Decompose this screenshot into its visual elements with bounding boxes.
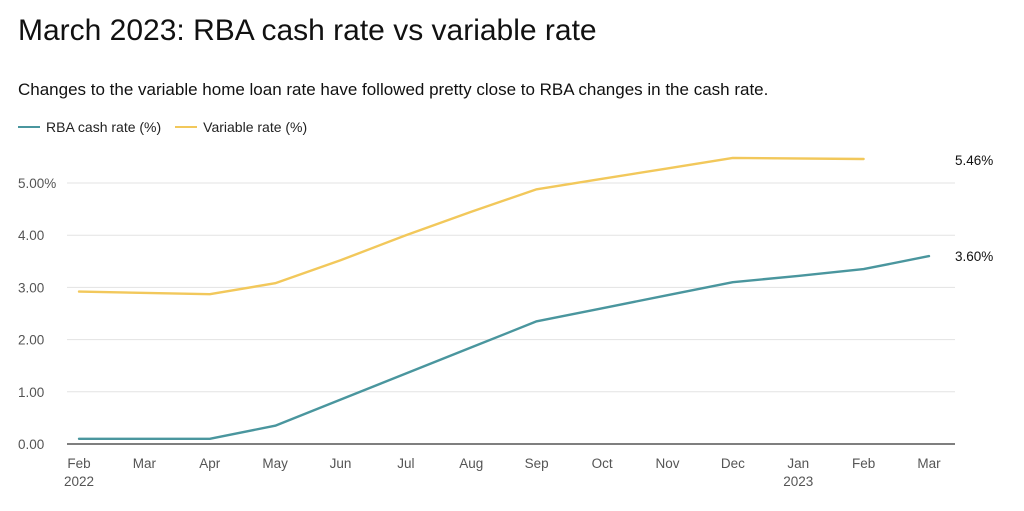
legend-label-variable-rate: Variable rate (%) [203, 119, 308, 135]
x-tick-label: Dec [721, 456, 745, 471]
end-label-cash-rate: 3.60% [955, 249, 993, 264]
y-tick-label: 0.00 [18, 437, 44, 452]
x-tick-label: Aug [459, 456, 483, 471]
x-tick-label: Mar [133, 456, 157, 471]
x-axis-ticks: Feb 2022 Mar Apr May Jun Jul Aug Sep Oct Nov Dec Jan… [64, 456, 941, 489]
x-tick-label: Apr [199, 456, 221, 471]
series-lines [77, 156, 931, 440]
legend-item-cash-rate[interactable]: RBA cash rate (%) [18, 119, 161, 135]
end-labels: 3.60% 5.46% [955, 153, 993, 264]
x-tick-year-label: 2022 [64, 474, 94, 489]
chart-subtitle: Changes to the variable home loan rate h… [18, 80, 769, 99]
x-tick-label: Feb [852, 456, 875, 471]
x-tick-label: Jun [330, 456, 352, 471]
x-tick-label: Nov [655, 456, 679, 471]
y-tick-label: 1.00 [18, 385, 44, 400]
series-line-cash-rate[interactable] [77, 254, 931, 440]
y-tick-label: 3.00 [18, 280, 44, 295]
end-label-variable-rate: 5.46% [955, 153, 993, 168]
x-tick-label: Feb [67, 456, 90, 471]
x-tick-label: May [262, 456, 288, 471]
chart-title: March 2023: RBA cash rate vs variable ra… [18, 14, 597, 47]
y-tick-label: 2.00 [18, 333, 44, 348]
legend-swatch-cash-rate [18, 126, 40, 128]
x-tick-label: Jan [787, 456, 809, 471]
legend-item-variable-rate[interactable]: Variable rate (%) [175, 119, 307, 135]
x-tick-label: Sep [525, 456, 549, 471]
x-tick-label: Jul [397, 456, 414, 471]
chart-legend: RBA cash rate (%) Variable rate (%) [18, 119, 321, 135]
y-axis-ticks: 0.00 1.00 2.00 3.00 4.00 5.00% [18, 176, 56, 452]
series-line-variable-rate[interactable] [77, 156, 865, 296]
y-tick-label: 5.00% [18, 176, 56, 191]
legend-swatch-variable-rate [175, 126, 198, 128]
x-tick-label: Oct [592, 456, 613, 471]
grid-lines [67, 182, 955, 393]
legend-label-cash-rate: RBA cash rate (%) [46, 119, 162, 135]
x-tick-label: Mar [917, 456, 941, 471]
x-tick-year-label: 2023 [783, 474, 813, 489]
y-tick-label: 4.00 [18, 228, 44, 243]
